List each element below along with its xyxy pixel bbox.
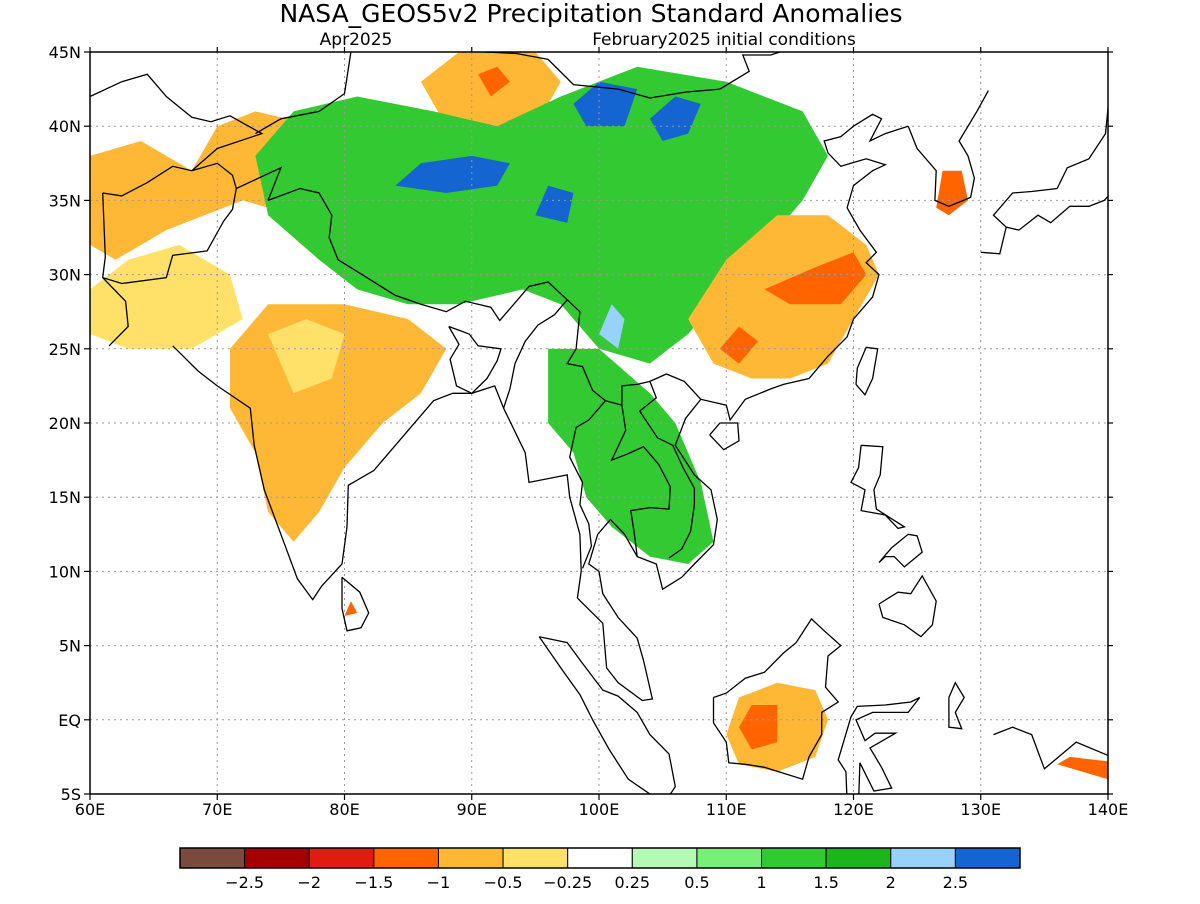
- colorbar-label: −2: [297, 873, 321, 892]
- colorbar-swatch: [179, 847, 246, 869]
- colorbar-label: 1.5: [813, 873, 838, 892]
- coastline-maluku: [948, 681, 965, 730]
- map-area: [90, 52, 1108, 794]
- y-tick-label: 40N: [49, 117, 81, 136]
- colorbar-swatch: [308, 847, 375, 869]
- anomaly-regions: [90, 52, 1108, 780]
- colorbar-frame: [179, 847, 1021, 869]
- colorbar-swatch: [244, 847, 310, 869]
- y-tick-label: EQ: [58, 711, 81, 730]
- colorbar-label: −1: [427, 873, 451, 892]
- colorbar-swatch: [567, 847, 633, 869]
- colorbar-label: 2: [886, 873, 896, 892]
- coastline-malay-peninsula: [576, 113, 909, 702]
- colorbar-swatch: [437, 847, 504, 869]
- anomaly-region-borneo-core: [739, 705, 778, 750]
- x-tick-label: 140E: [1088, 800, 1129, 819]
- x-tick-label: 110E: [706, 800, 747, 819]
- y-tick-label: 30N: [49, 266, 81, 285]
- colorbar-swatch: [825, 847, 892, 869]
- coastline-hainan: [709, 422, 740, 451]
- coastline-borneo: [712, 617, 842, 781]
- coastline-india: [172, 345, 582, 601]
- coastline-laos-vietnam: [638, 381, 696, 559]
- coastlines: [90, 52, 1108, 794]
- colorbar-swatch: [890, 847, 956, 869]
- y-tick-label: 35N: [49, 191, 81, 210]
- subtitle-initial-conditions: February2025 initial conditions: [592, 30, 856, 50]
- coastline-mindanao: [878, 574, 937, 638]
- y-tick-label: 10N: [49, 562, 81, 581]
- colorbar-label: −0.25: [543, 873, 592, 892]
- anomaly-region-tibet-blue-3: [649, 96, 701, 141]
- y-tick-label: 5S: [61, 785, 81, 804]
- anomaly-region-tibet-blue-2: [573, 81, 638, 127]
- colorbar-swatch: [373, 847, 439, 869]
- coastline-sumatra: [538, 636, 676, 794]
- coastline-thai-myanmar: [569, 400, 606, 569]
- coastline-japan: [980, 107, 1108, 255]
- x-tick-label: 70E: [202, 800, 232, 819]
- coastline-tibet-border: [267, 187, 702, 407]
- coastline-luzon: [850, 444, 907, 530]
- y-tick-label: 45N: [49, 43, 81, 62]
- colorbar-label: −1.5: [354, 873, 393, 892]
- coastline-korea: [907, 90, 989, 208]
- chart-title: NASA_GEOS5v2 Precipitation Standard Anom…: [279, 0, 902, 28]
- x-tick-label: 80E: [329, 800, 359, 819]
- colorbar: −2.5 −2 −1.5 −1 −0.5 −0.25 0.25 0.5 1 1.5 2 2.5: [179, 847, 1021, 892]
- coastline-sri-lanka: [341, 576, 370, 632]
- anomaly-region-southeast-asia-green: [548, 348, 714, 564]
- anomaly-region-india-light: [268, 319, 345, 394]
- x-tick-label: 90E: [457, 800, 487, 819]
- anomaly-region-sri-lanka: [344, 601, 358, 616]
- coastline-iran-border: [102, 192, 129, 347]
- coastline-indochina-borders: [610, 405, 671, 557]
- anomaly-region-new-guinea: [1057, 756, 1108, 780]
- colorbar-label: 2.5: [943, 873, 968, 892]
- anomaly-region-tibet-light-blue: [599, 304, 625, 349]
- coastline-visayas: [878, 533, 923, 568]
- coastline-sulawesi: [837, 696, 921, 794]
- colorbar-swatch: [502, 847, 569, 869]
- coastline-bangladesh-border: [448, 325, 502, 395]
- anomaly-region-mongolia-core: [478, 66, 510, 97]
- colorbar-label: −2.5: [225, 873, 264, 892]
- anomaly-region-tibet-blue-1: [395, 155, 510, 193]
- coastline-new-guinea: [993, 726, 1108, 770]
- colorbar-swatch: [954, 847, 1021, 869]
- coastline-central-asia: [90, 73, 264, 172]
- coastline-afghan-north: [102, 162, 237, 197]
- colorbar-label: −0.5: [484, 873, 523, 892]
- y-tick-label: 15N: [49, 488, 81, 507]
- colorbar-label: 0.25: [614, 873, 650, 892]
- anomaly-region-tibet-blue-4: [535, 185, 574, 223]
- axes: 60E 70E 80E 90E 100E 110E 120E 130E 140E 5S EQ 5N 10…: [49, 43, 1129, 819]
- colorbar-label: 0.5: [684, 873, 709, 892]
- coastline-myanmar-border: [502, 299, 568, 409]
- x-tick-label: 60E: [75, 800, 105, 819]
- coastline-china-border-north: [255, 52, 354, 135]
- colorbar-swatch: [761, 847, 827, 869]
- x-tick-label: 120E: [833, 800, 874, 819]
- colorbar-swatch: [631, 847, 698, 869]
- y-tick-label: 25N: [49, 340, 81, 359]
- subtitle-month: Apr2025: [320, 30, 393, 50]
- y-tick-label: 5N: [59, 637, 81, 656]
- anomaly-region-south-china-core: [764, 252, 867, 305]
- colorbar-label: 1: [756, 873, 766, 892]
- x-tick-label: 100E: [579, 800, 620, 819]
- coastline-taiwan: [855, 346, 879, 396]
- colorbar-swatch: [696, 847, 763, 869]
- anomaly-region-south-china-spot: [719, 326, 759, 364]
- x-tick-label: 130E: [960, 800, 1001, 819]
- grid-lines: [90, 52, 1108, 794]
- y-tick-label: 20N: [49, 414, 81, 433]
- coastline-pakistan-border: [102, 166, 283, 285]
